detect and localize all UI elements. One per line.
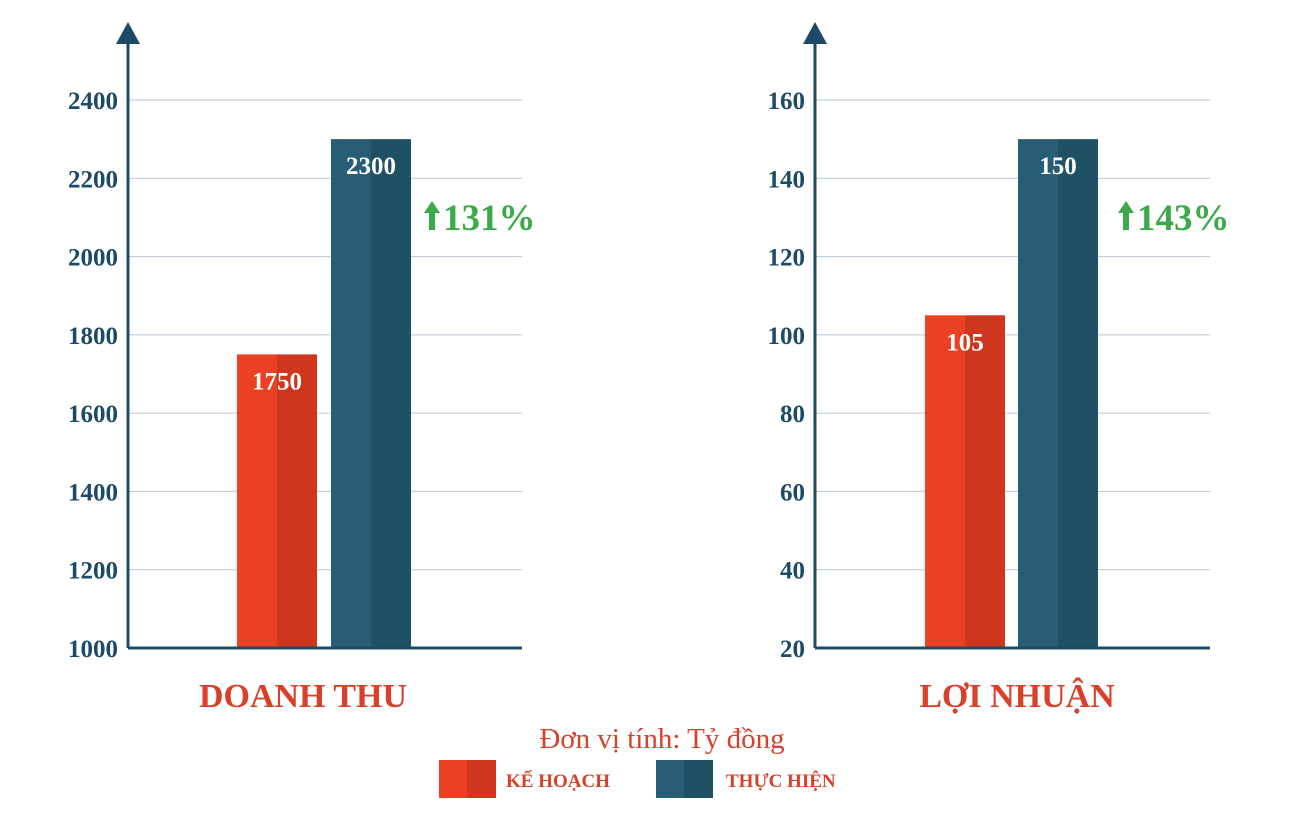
bar-actual-light — [331, 139, 371, 648]
up-arrow-icon — [1118, 201, 1134, 230]
y-tick-label: 1800 — [68, 323, 118, 350]
bar-actual-dark — [1058, 139, 1098, 648]
bar-value-label: 2300 — [346, 153, 396, 180]
legend-swatch-actual-shade — [684, 760, 713, 798]
legend: KẾ HOẠCH THỰC HIỆN — [439, 760, 836, 798]
bar-actual — [1018, 139, 1098, 648]
chart-title: LỢI NHUẬN — [919, 677, 1115, 715]
up-arrow-icon — [424, 201, 440, 230]
y-tick-label: 1400 — [68, 479, 118, 506]
bar-actual — [331, 139, 411, 648]
y-tick-label: 40 — [780, 558, 805, 585]
bar-plan — [237, 354, 317, 648]
chart-loi-nhuan: 20 40 60 80 100 120 140 160 105 150 143% LỢI NHUẬN — [768, 22, 1230, 715]
y-tick-label: 2400 — [68, 88, 118, 115]
y-tick-label: 140 — [768, 166, 806, 193]
bar-value-label: 150 — [1039, 153, 1077, 180]
bar-actual-light — [1018, 139, 1058, 648]
chart-title: DOANH THU — [199, 678, 407, 715]
legend-item-plan: KẾ HOẠCH — [439, 760, 610, 798]
legend-label-plan: KẾ HOẠCH — [506, 770, 610, 792]
y-tick-label: 2000 — [68, 245, 118, 272]
y-tick-label: 60 — [780, 479, 805, 506]
y-tick-label: 160 — [768, 88, 806, 115]
legend-swatch-actual — [656, 760, 684, 798]
legend-item-actual: THỰC HIỆN — [656, 760, 836, 798]
y-tick-label: 120 — [768, 245, 806, 272]
legend-swatch-plan-shade — [467, 760, 496, 798]
bar-actual-dark — [371, 139, 411, 648]
growth-percentage: 131% — [443, 198, 536, 239]
y-tick-label: 80 — [780, 401, 805, 428]
y-axis-arrow-icon — [803, 22, 827, 44]
bar-plan — [925, 315, 1005, 648]
growth-percentage: 143% — [1137, 198, 1230, 239]
y-axis-arrow-icon — [116, 22, 140, 44]
legend-label-actual: THỰC HIỆN — [726, 770, 836, 792]
bar-value-label: 1750 — [252, 368, 302, 395]
y-tick-label: 100 — [768, 323, 806, 350]
y-tick-label: 1200 — [68, 558, 118, 585]
bar-plan-light — [237, 354, 277, 648]
y-tick-label: 1000 — [68, 636, 118, 663]
bar-plan-light — [925, 315, 965, 648]
bar-plan-dark — [965, 315, 1005, 648]
bar-plan-dark — [277, 354, 317, 648]
legend-swatch-plan — [439, 760, 467, 798]
bar-value-label: 105 — [946, 329, 984, 356]
unit-note: Đơn vị tính: Tỷ đồng — [539, 723, 784, 755]
y-tick-label: 2200 — [68, 166, 118, 193]
chart-doanh-thu: 1000 1200 1400 1600 1800 2000 2200 2400 1750 2300… — [68, 22, 536, 715]
y-tick-label: 20 — [780, 636, 805, 663]
y-tick-label: 1600 — [68, 401, 118, 428]
